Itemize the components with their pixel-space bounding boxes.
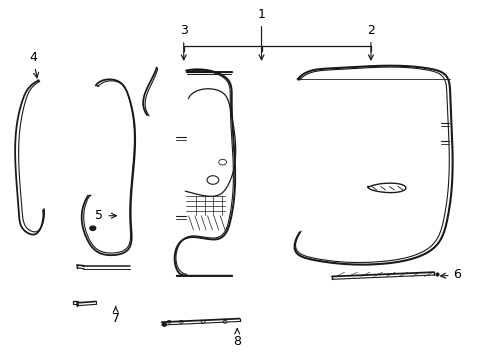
- Circle shape: [90, 226, 96, 230]
- Text: 8: 8: [233, 329, 241, 348]
- Text: 2: 2: [366, 24, 374, 60]
- Text: 5: 5: [95, 209, 116, 222]
- Text: 6: 6: [440, 268, 461, 281]
- Text: 3: 3: [180, 24, 187, 60]
- Text: 7: 7: [111, 307, 120, 325]
- Text: 4: 4: [29, 51, 39, 78]
- Text: 1: 1: [257, 8, 265, 60]
